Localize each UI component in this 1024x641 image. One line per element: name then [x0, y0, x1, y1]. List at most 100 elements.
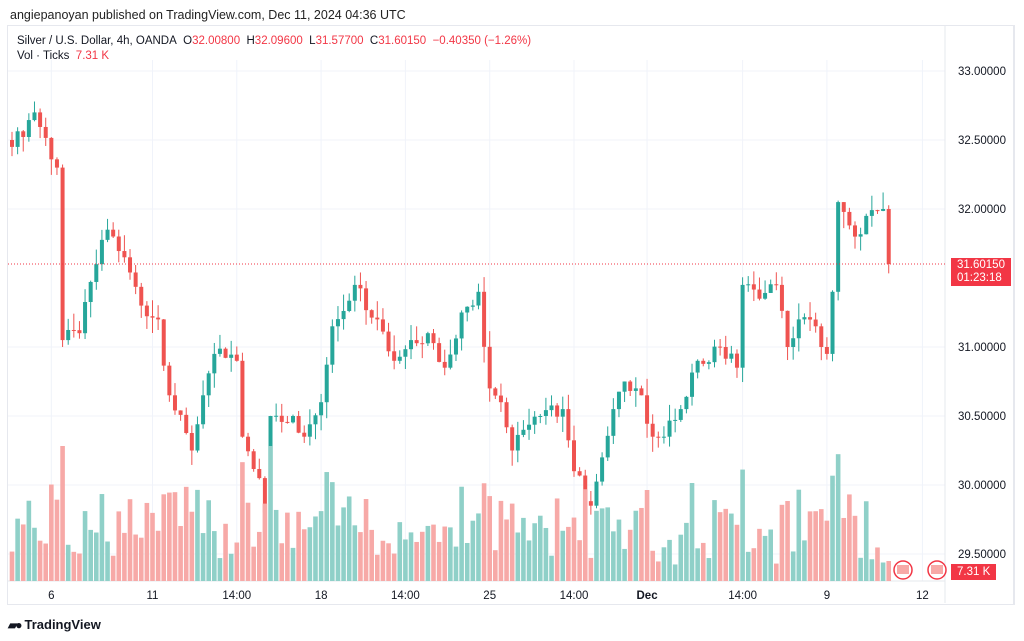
- volume-bar: [689, 483, 695, 581]
- candle-body: [414, 340, 419, 344]
- candle-body: [425, 333, 430, 344]
- volume-bar: [285, 512, 290, 581]
- volume-bar: [695, 548, 700, 581]
- volume-bar: [807, 511, 813, 581]
- close-label: C: [369, 35, 379, 47]
- candle-body: [32, 112, 37, 121]
- candle-body: [178, 410, 183, 415]
- candle-body: [498, 395, 503, 403]
- volume-bar: [639, 507, 644, 581]
- volume-bar: [60, 446, 65, 581]
- volume-bar: [751, 548, 757, 581]
- volume-bar: [150, 512, 155, 581]
- candle-body: [172, 395, 177, 411]
- volume-bar: [15, 518, 20, 581]
- candle-body: [869, 210, 874, 216]
- candle-body: [83, 301, 88, 334]
- candle-body: [217, 348, 222, 354]
- volume-bar: [324, 472, 330, 581]
- volume-tag: 7.31 K: [951, 564, 997, 580]
- candle-body: [71, 329, 76, 331]
- candle-body: [99, 239, 104, 265]
- x-tick-label: 14:00: [728, 590, 757, 602]
- candle-body: [527, 424, 532, 430]
- change-value: −0.40350 (−1.26%): [432, 35, 532, 47]
- candle-body: [139, 286, 144, 306]
- x-tick-label: 14:00: [222, 590, 251, 602]
- volume-bar: [127, 499, 133, 581]
- volume-bar: [110, 555, 116, 581]
- volume-bar: [77, 553, 82, 581]
- candle-body: [195, 424, 200, 451]
- candle-body: [49, 137, 54, 160]
- volume-bar: [566, 526, 571, 581]
- candle-body: [437, 343, 442, 362]
- volume-bar: [414, 541, 419, 581]
- footer-logo[interactable]: ▰● TradingView: [8, 617, 101, 632]
- current-price-tag: 31.60150 01:23:18: [951, 258, 1011, 286]
- volume-bar: [307, 527, 313, 581]
- volume-bar: [195, 489, 200, 581]
- candle-body: [307, 424, 312, 437]
- volume-bar: [487, 496, 492, 581]
- candle-body: [476, 291, 481, 306]
- candle-body: [296, 416, 301, 433]
- symbol[interactable]: Silver / U.S. Dollar, 4h, OANDA: [17, 35, 177, 47]
- close-value: 31.60150: [378, 35, 427, 47]
- candle-body: [746, 284, 751, 286]
- candle-body: [650, 423, 655, 437]
- volume-bar: [521, 517, 526, 581]
- candle-body: [156, 317, 161, 320]
- candle-body: [482, 291, 487, 347]
- volume-bar: [459, 486, 464, 581]
- candle-body: [133, 272, 138, 287]
- candle-body: [392, 351, 397, 361]
- volume-bar: [667, 539, 672, 581]
- volume-bar: [301, 529, 307, 581]
- volume-bar: [262, 503, 268, 581]
- candle-body: [150, 316, 155, 318]
- candle-body: [549, 405, 554, 411]
- volume-bar: [54, 499, 60, 581]
- volume-bar: [26, 500, 32, 581]
- volume-bar: [802, 540, 807, 581]
- candle-body: [375, 317, 380, 320]
- volume-bar: [824, 520, 830, 581]
- volume-bar: [37, 540, 43, 581]
- candle-body: [369, 310, 374, 318]
- volume-bar: [442, 526, 448, 581]
- volume-bar: [661, 547, 667, 581]
- volume-bar: [397, 522, 403, 581]
- volume-bar: [729, 513, 734, 581]
- volume-bar: [577, 540, 582, 581]
- candle-body: [864, 215, 869, 235]
- candle-body: [757, 289, 762, 299]
- volume-bar: [268, 446, 273, 581]
- candle-body: [560, 409, 565, 417]
- candle-body: [122, 251, 127, 258]
- candle-body: [504, 402, 509, 428]
- candle-body: [858, 234, 863, 237]
- volume-bar: [605, 507, 611, 581]
- volume-bar: [206, 500, 211, 581]
- y-tick-label: 32.50000: [958, 135, 1006, 147]
- candle-body: [841, 202, 846, 212]
- candle-body: [667, 420, 672, 437]
- publisher-line: angiepanoyan published on TradingView.co…: [10, 8, 406, 22]
- candle-body: [881, 209, 886, 211]
- candle-body: [43, 126, 48, 138]
- volume-bar: [49, 484, 54, 581]
- volume-bar: [554, 498, 560, 581]
- candle-body: [785, 310, 790, 347]
- volume-bar: [9, 551, 15, 581]
- volume-bar: [582, 489, 588, 581]
- volume-bar: [745, 551, 751, 581]
- volume-bar: [391, 553, 397, 581]
- candle-body: [802, 317, 807, 320]
- volume-bar: [386, 543, 391, 581]
- y-tick-label: 31.00000: [958, 342, 1006, 354]
- candle-body: [695, 360, 700, 373]
- candle-body: [768, 284, 773, 293]
- candle-body: [633, 388, 638, 391]
